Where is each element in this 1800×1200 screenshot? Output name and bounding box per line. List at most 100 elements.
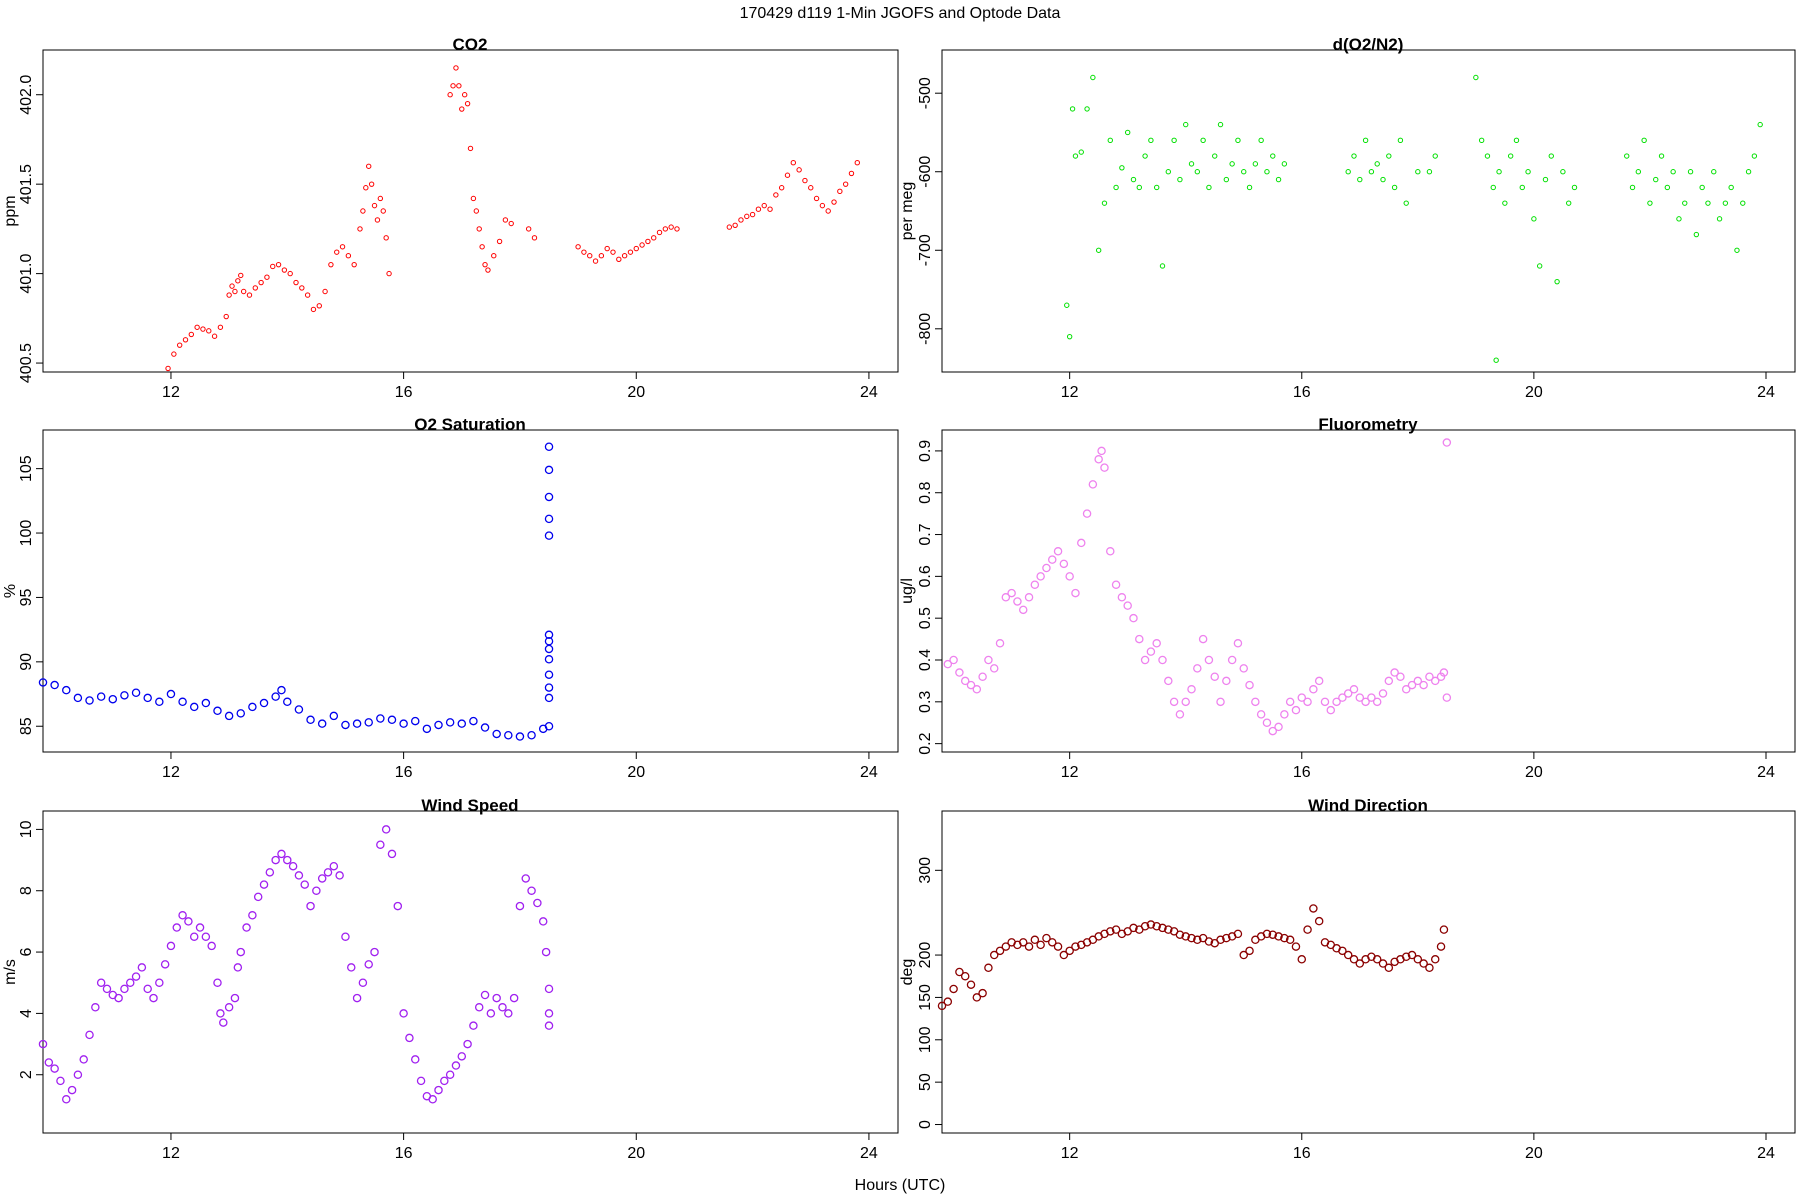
data-point [246,292,253,298]
data-point [1024,942,1034,951]
data-points [38,442,554,741]
data-point [316,303,322,309]
data-point [1384,676,1394,686]
data-point [265,868,275,877]
data-point [1229,161,1235,167]
data-point [1030,580,1040,589]
data-point [1246,184,1253,191]
data-point [322,288,328,295]
data-point [1397,137,1404,144]
data-point [1542,176,1549,183]
data-point [1343,950,1353,960]
data-point [778,185,785,191]
data-point [364,960,373,969]
data-point [732,222,738,229]
y-tick-label: 6 [18,948,35,957]
x-tick-label: 24 [860,1145,878,1162]
data-point [271,692,280,701]
data-point [96,692,106,701]
data-point [837,188,843,195]
data-point [1682,200,1688,206]
data-point [235,278,241,284]
data-point [213,978,222,987]
panel-title: CO2 [453,35,488,54]
data-point [1001,942,1011,951]
data-point [544,683,554,692]
y-tick-label: 4 [18,1009,35,1018]
y-tick-label: -600 [917,156,934,188]
data-point [1641,137,1647,144]
y-axis: 400.5 401.0 401.5 402.0 [18,75,43,383]
data-point [416,1076,426,1086]
data-point [1148,137,1154,144]
data-point [1252,161,1259,167]
y-tick-label: 0.8 [917,482,934,504]
data-point [73,693,83,703]
data-point [275,261,282,268]
data-point [1419,959,1428,968]
data-point [1473,74,1479,81]
data-point [233,963,243,972]
y-axis-label: per meg [899,182,916,241]
data-point [229,283,235,289]
y-axis: -800 -700 -600 -500 [917,77,942,345]
data-point [1432,153,1438,159]
data-point [1303,925,1312,934]
data-point [1129,613,1138,623]
data-point [1200,137,1206,144]
data-point [281,267,288,273]
data-point [1297,693,1307,702]
data-point [1222,676,1231,686]
data-point [335,871,344,880]
data-point [474,1003,484,1012]
data-point [1401,952,1411,961]
data-point [1082,509,1092,518]
data-point [645,238,651,245]
data-point [85,1030,94,1040]
data-point [1030,935,1040,945]
data-point [1204,937,1214,946]
data-point [802,177,808,184]
plot-frame [42,429,899,753]
data-point [1154,184,1160,191]
data-point [306,715,315,725]
data-point [1413,955,1423,964]
x-tick-label: 12 [162,1145,180,1162]
data-point [366,163,372,169]
data-point [1183,121,1189,128]
data-point [1053,942,1063,951]
data-point [1368,169,1375,175]
y-tick-label: 90 [18,653,35,671]
data-point [790,160,797,166]
data-point [1241,169,1247,175]
data-point [1548,153,1554,159]
data-point [544,630,554,640]
y-tick-label: 50 [917,1073,934,1091]
data-point [1658,153,1665,159]
x-tick-label: 24 [860,384,878,401]
data-point [1239,950,1248,960]
data-point [405,1033,414,1043]
data-point [1415,169,1421,175]
data-point [240,288,247,295]
data-point [1436,942,1446,951]
data-point [1111,925,1121,934]
data-point [1072,153,1079,159]
data-point [738,217,744,223]
data-point [480,990,490,1000]
y-tick-label: 0 [917,1120,934,1129]
data-point [544,492,554,502]
data-point [143,984,152,994]
data-point [955,967,964,977]
data-point [1664,184,1671,191]
data-point [544,514,554,524]
y-tick-label: -800 [917,313,934,345]
data-point [1430,676,1440,686]
data-point [1264,169,1270,175]
data-point [1525,169,1531,175]
data-point [544,1009,554,1018]
data-point [1106,927,1115,936]
data-point [155,978,164,987]
data-point [114,993,123,1003]
